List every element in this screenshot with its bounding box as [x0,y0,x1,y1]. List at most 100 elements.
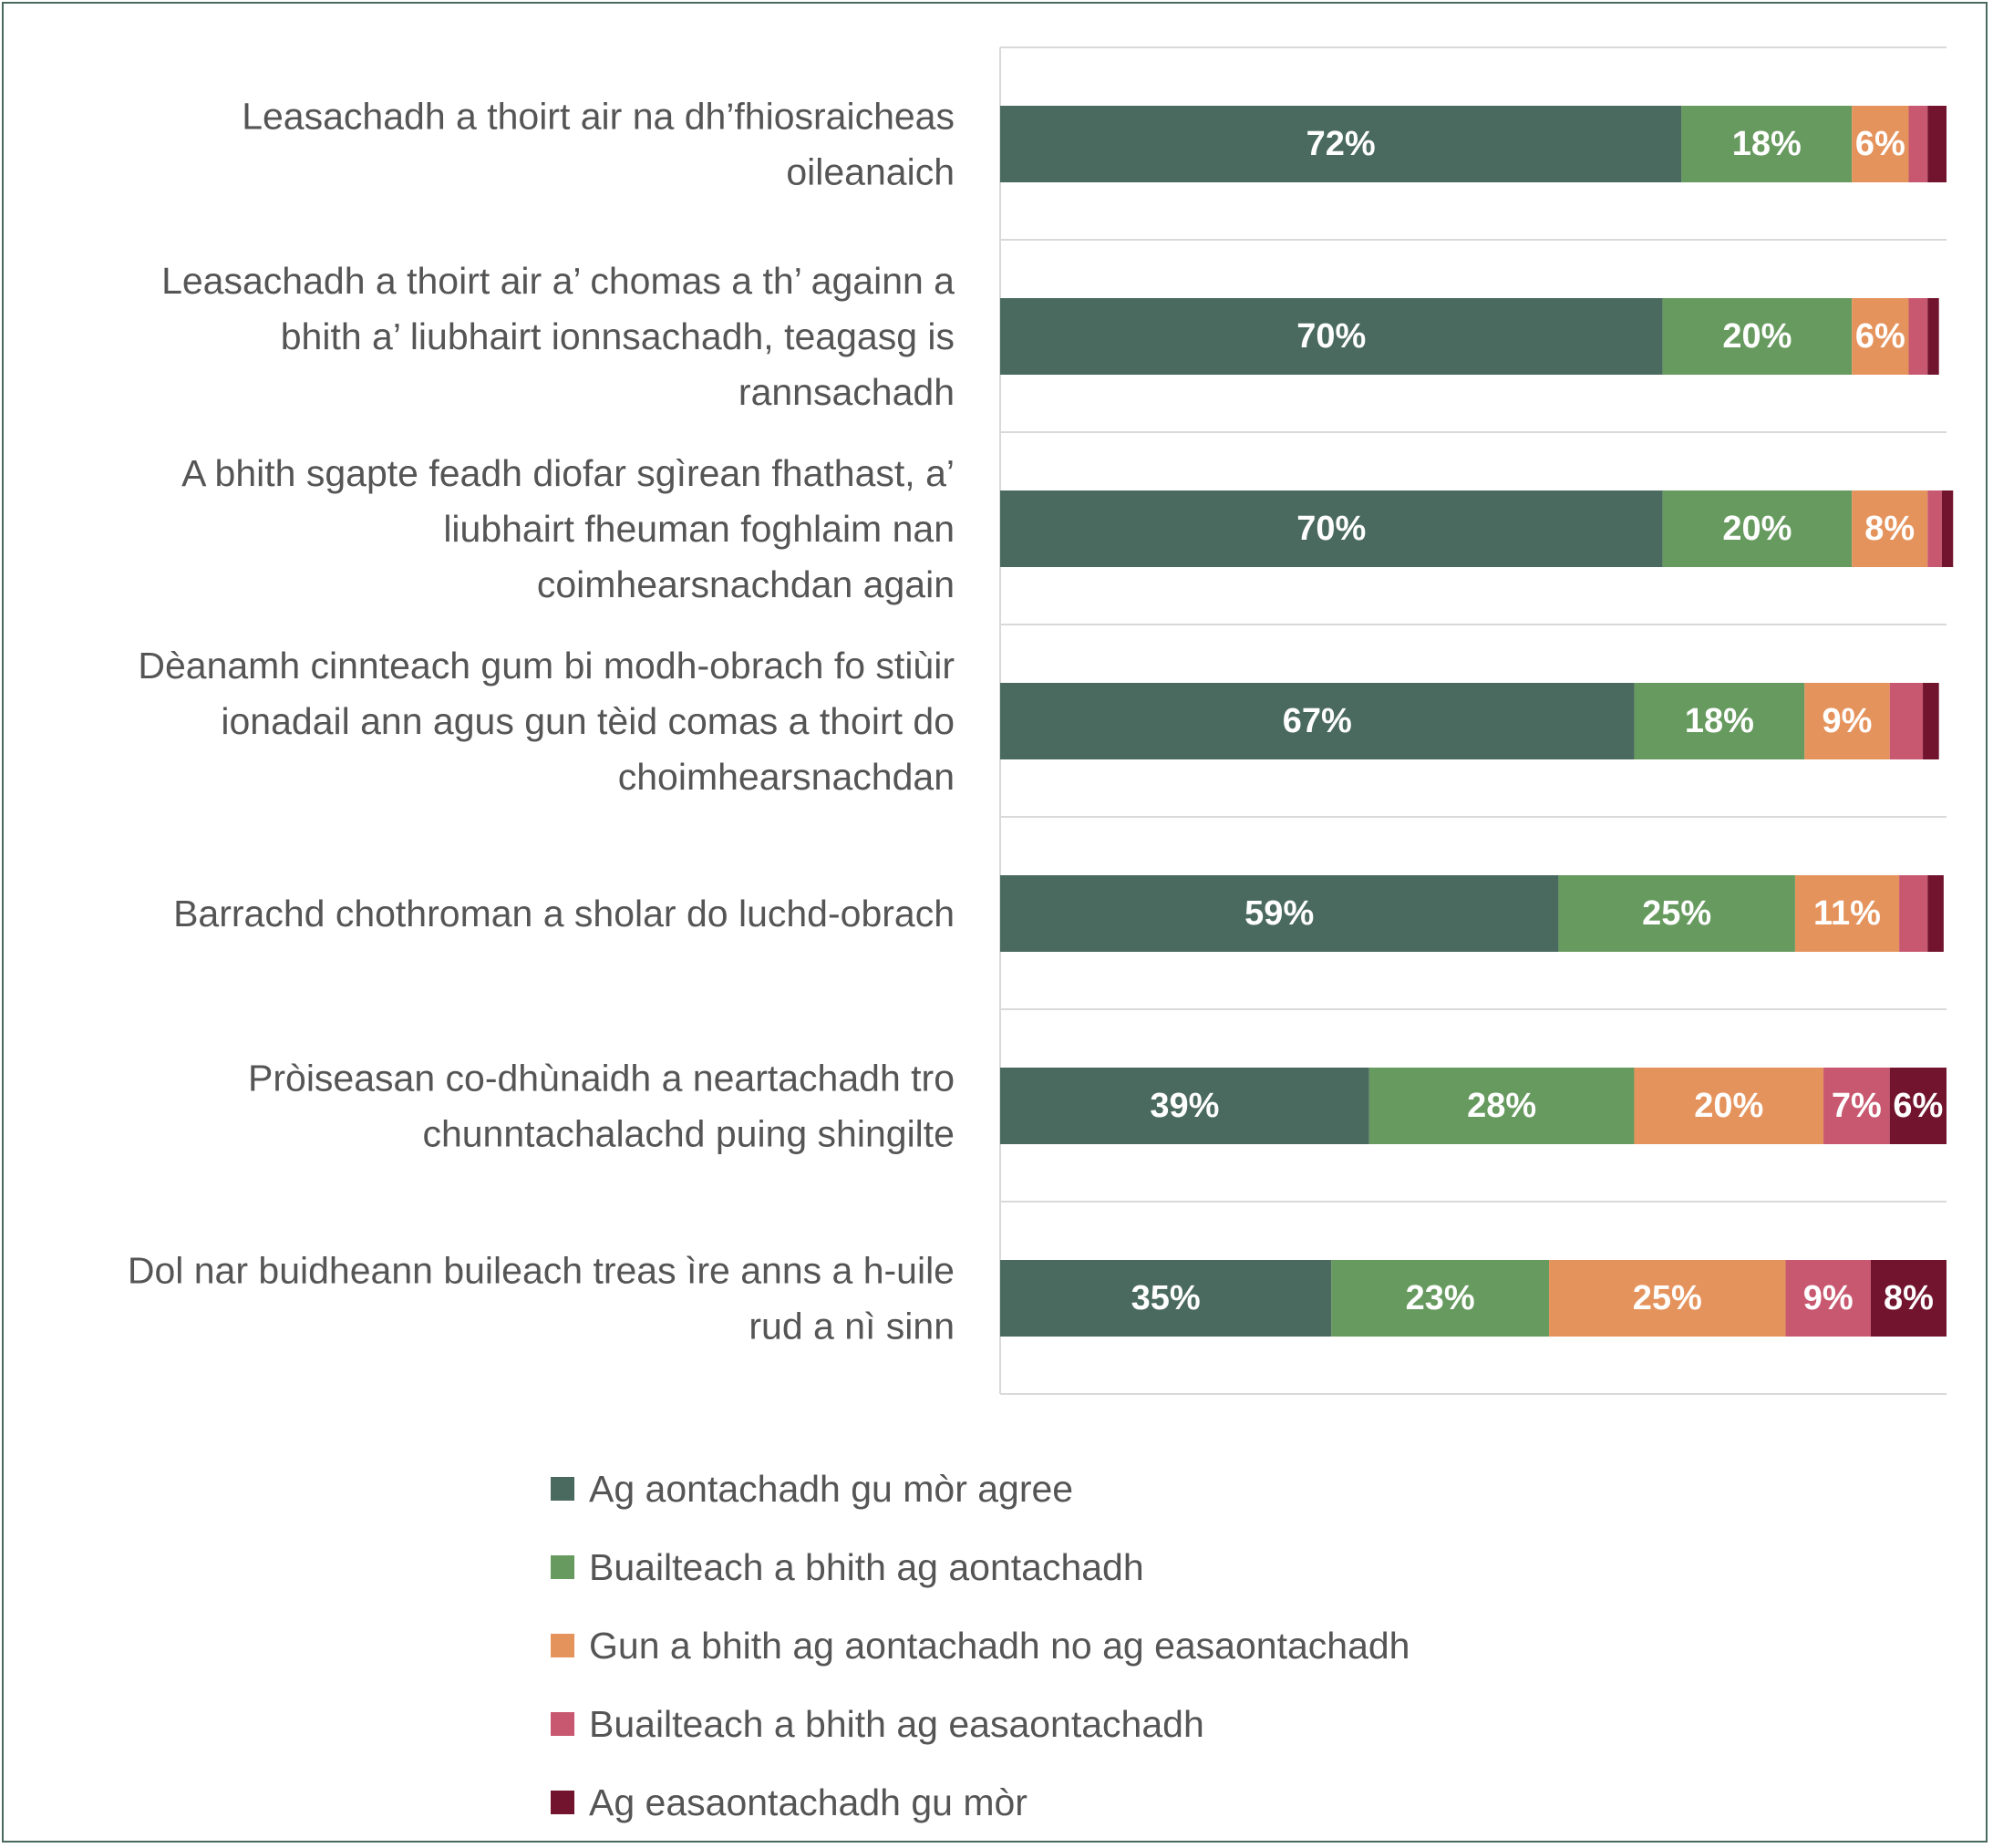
bar-segment [1549,1260,1786,1337]
legend-label: Gun a bhith ag aontachadh no ag easaonta… [589,1624,1410,1667]
data-label: 59% [1244,894,1314,933]
bar-segment [1804,683,1890,759]
bar-segment [1852,106,1909,182]
category-gridlines [999,46,1947,1395]
data-label: 18% [1685,702,1754,740]
category-label-line: ionadail ann agus gun tèid comas a thoir… [221,700,955,742]
bar-segment [1908,106,1928,182]
bar-segment [1000,1068,1369,1144]
data-label: 25% [1642,894,1711,933]
bar-segment [1889,683,1924,759]
legend: Ag aontachadh gu mòr agree Buailteach a b… [551,1450,1410,1842]
category-label: Barrachd chothroman a sholar do luchd-ob… [173,893,955,934]
bar-segment [1927,490,1942,567]
bar-segment [1000,683,1635,759]
data-label: 39% [1150,1087,1219,1125]
legend-item: Gun a bhith ag aontachadh no ag easaonta… [551,1606,1410,1685]
category-label: Leasachadh a thoirt air a’ chomas a th’ … [161,260,955,413]
bar-segment [1923,683,1939,759]
bar-segment [1000,875,1559,952]
bar-segment [1681,106,1853,182]
data-label: 28% [1467,1087,1536,1125]
category-label-line: rannsachadh [738,371,955,413]
legend-label: Buailteach a bhith ag easaontachadh [589,1702,1204,1745]
category-label-line: Barrachd chothroman a sholar do luchd-ob… [173,893,955,934]
legend-item: Ag easaontachadh gu mòr [551,1763,1410,1842]
bar-segment [1634,683,1805,759]
category-label-line: A bhith sgapte feadh diofar sgìrean fhat… [181,452,955,494]
data-label: 6% [1855,317,1905,356]
category-label: A bhith sgapte feadh diofar sgìrean fhat… [181,452,955,605]
bar-segment [1889,1068,1947,1144]
data-label: 20% [1722,510,1792,548]
category-label-line: Leasachadh a thoirt air a’ chomas a th’ … [161,260,955,302]
bar-segment [1662,298,1853,375]
data-label: 6% [1855,125,1905,163]
category-label: Leasachadh a thoirt air na dh’fhiosraich… [242,96,955,193]
data-label: 20% [1722,317,1792,356]
legend-label: Buailteach a bhith ag aontachadh [589,1545,1144,1588]
bar-segment [1899,875,1928,952]
legend-item: Buailteach a bhith ag aontachadh [551,1528,1410,1606]
category-label-line: Pròiseasan co-dhùnaidh a neartachadh tro [248,1058,955,1100]
bar-segment [1823,1068,1890,1144]
data-label: 20% [1694,1087,1763,1125]
legend-swatch [551,1712,574,1736]
data-label: 9% [1803,1279,1854,1317]
data-label: 25% [1633,1279,1702,1317]
category-label-line: Leasachadh a thoirt air na dh’fhiosraich… [242,96,955,138]
data-label: 23% [1406,1279,1475,1317]
data-label: 8% [1884,1279,1934,1317]
data-label: 8% [1864,510,1915,548]
bar-segment [1794,875,1900,952]
category-labels: Leasachadh a thoirt air na dh’fhiosraich… [128,96,955,1347]
legend-swatch [551,1555,574,1579]
bar-segment [1852,298,1909,375]
bar-segment [1558,875,1795,952]
bar-segment [1000,490,1663,567]
legend-swatch [551,1791,574,1814]
bar-segment [1927,875,1944,952]
data-label: 70% [1296,510,1366,548]
category-label-line: choimhearsnachdan [618,756,955,798]
legend-item: Ag aontachadh gu mòr agree [551,1450,1410,1528]
category-label-line: liubhairt fheuman foghlaim nan [443,508,955,550]
legend-label: Ag easaontachadh gu mòr [589,1781,1027,1823]
data-label: 9% [1823,702,1873,740]
category-label: Dèanamh cinnteach gum bi modh-obrach fo … [138,645,955,798]
legend-item: Buailteach a bhith ag easaontachadh [551,1685,1410,1763]
bar-segment [1634,1068,1824,1144]
data-label: 67% [1283,702,1352,740]
data-label: 6% [1893,1087,1943,1125]
bar-segment [1908,298,1928,375]
bar-segment [1000,106,1682,182]
category-label-line: chunntachalachd puing shingilte [422,1113,955,1155]
bar-segment [1331,1260,1550,1337]
legend-label: Ag aontachadh gu mòr agree [589,1467,1074,1510]
bar-segment [1927,106,1947,182]
bar-segment [1000,1260,1332,1337]
category-label: Pròiseasan co-dhùnaidh a neartachadh tro… [248,1058,955,1155]
bar-segment [1852,490,1928,567]
data-label: 18% [1732,125,1802,163]
bar-segment [1927,298,1939,375]
data-label: 35% [1131,1279,1201,1317]
data-label: 11% [1813,894,1881,933]
legend-swatch [551,1634,574,1657]
bar-segments: 72% 18% 6% 70% 20% 6% 70% 20% 8% 67% 18% 9% 59% 25% 11… [1000,106,1954,1337]
data-label: 7% [1832,1087,1882,1125]
category-label: Dol nar buidheann buileach treas ìre ann… [128,1250,955,1347]
category-label-line: Dol nar buidheann buileach treas ìre ann… [128,1250,955,1292]
bar-segment [1662,490,1853,567]
category-label-line: oileanaich [786,151,955,193]
category-label-line: Dèanamh cinnteach gum bi modh-obrach fo … [138,645,955,687]
bar-segment [1785,1260,1871,1337]
category-label-line: bhith a’ liubhairt ionnsachadh, teagasg … [281,315,955,357]
legend-swatch [551,1477,574,1501]
data-label: 72% [1306,125,1376,163]
category-label-line: coimhearsnachdan again [537,563,955,605]
bar-segment [1000,298,1663,375]
bar-segment [1368,1068,1635,1144]
data-label: 70% [1296,317,1366,356]
